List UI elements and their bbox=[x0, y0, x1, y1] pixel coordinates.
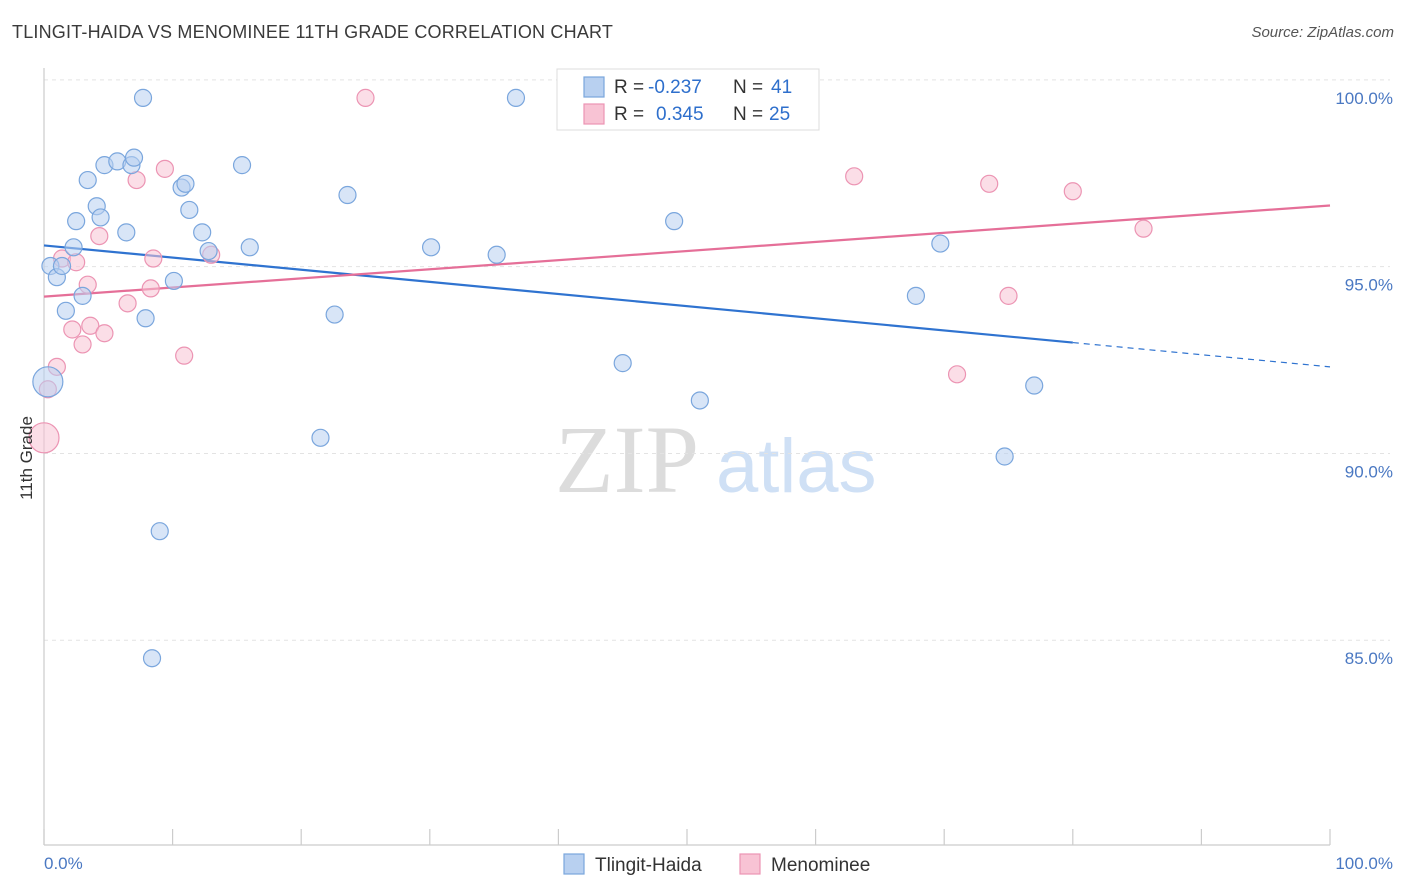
tlingit-haida-point-3 bbox=[56, 301, 75, 320]
tlingit-haida-point-34 bbox=[665, 212, 684, 231]
tlingit-haida-point-21 bbox=[176, 174, 195, 193]
tlingit-haida-point-35 bbox=[690, 391, 709, 410]
menominee-point-10 bbox=[118, 294, 137, 313]
tlingit-haida-point-31 bbox=[487, 245, 506, 264]
source-label: Source: ZipAtlas.com bbox=[1251, 24, 1394, 41]
tlingit-haida-point-36 bbox=[906, 286, 926, 305]
legend-n-label-2: N = bbox=[733, 104, 763, 125]
tlingit-haida-point-19 bbox=[164, 271, 183, 291]
legend-n-value-2: 25 bbox=[769, 104, 790, 125]
correlation-legend: R = -0.237 N = 41 R = 0.345 N = 25 bbox=[556, 68, 820, 131]
tlingit-haida-point-22 bbox=[180, 200, 199, 220]
tlingit-haida-point-28 bbox=[325, 305, 344, 324]
tlingit-haida-point-18 bbox=[150, 522, 169, 541]
y-axis-label: 11th Grade bbox=[17, 416, 36, 500]
menominee-point-7 bbox=[81, 316, 100, 335]
menominee-point-20 bbox=[980, 174, 999, 193]
tlingit-haida-point-33 bbox=[613, 354, 632, 373]
menominee-point-15 bbox=[175, 346, 194, 365]
tlingit-haida-point-24 bbox=[199, 241, 218, 261]
tlingit-haida-point-32 bbox=[506, 88, 526, 107]
tlingit-haida-point-39 bbox=[1025, 376, 1044, 395]
legend-r-value-1: -0.237 bbox=[648, 77, 702, 98]
menominee-point-12 bbox=[141, 279, 160, 298]
y-tick-label-3: 85.0% bbox=[1345, 649, 1393, 668]
menominee-point-5 bbox=[73, 335, 92, 354]
watermark-zip: ZIP bbox=[555, 406, 699, 513]
tlingit-haida-point-14 bbox=[124, 148, 144, 167]
tlingit-haida-point-29 bbox=[338, 185, 357, 205]
menominee-point-23 bbox=[1134, 219, 1153, 238]
menominee-point-19 bbox=[947, 365, 967, 384]
trend-line-1 bbox=[43, 204, 1331, 298]
tlingit-haida-point-9 bbox=[91, 208, 110, 227]
tlingit-haida-point-38 bbox=[995, 447, 1014, 466]
menominee-point-18 bbox=[845, 167, 864, 186]
tlingit-haida-point-17 bbox=[142, 649, 162, 668]
tlingit-haida-point-6 bbox=[73, 286, 92, 305]
tlingit-haida-point-7 bbox=[78, 170, 97, 190]
y-tick-label-2: 90.0% bbox=[1345, 462, 1393, 481]
y-tick-label-1: 95.0% bbox=[1345, 276, 1393, 295]
legend-label-tlingit: Tlingit-Haida bbox=[595, 855, 702, 876]
menominee-point-24 bbox=[28, 422, 60, 454]
tlingit-haida-point-25 bbox=[232, 156, 252, 175]
tick-labels: 100.0% 95.0% 90.0% 85.0% 0.0% 100.0% bbox=[44, 89, 1393, 873]
tlingit-haida-point-23 bbox=[193, 223, 212, 242]
data-points bbox=[28, 88, 1153, 668]
legend-swatch-menominee bbox=[739, 853, 761, 875]
x-tick-label-0: 0.0% bbox=[44, 854, 83, 873]
legend-r-value-2: 0.345 bbox=[656, 104, 704, 125]
menominee-point-22 bbox=[1063, 182, 1082, 201]
menominee-point-9 bbox=[95, 324, 114, 343]
tlingit-haida-point-2 bbox=[52, 256, 72, 276]
legend-r-label-2: R = bbox=[614, 104, 644, 125]
tlingit-haida-point-40 bbox=[32, 366, 64, 398]
tlingit-haida-point-27 bbox=[311, 428, 330, 447]
legend-n-label-1: N = bbox=[733, 77, 763, 98]
tlingit-haida-point-5 bbox=[67, 212, 86, 231]
chart-title: TLINGIT-HAIDA VS MENOMINEE 11TH GRADE CO… bbox=[12, 22, 614, 42]
legend-swatch-blue bbox=[583, 76, 605, 98]
menominee-point-13 bbox=[144, 249, 163, 268]
tlingit-haida-point-37 bbox=[931, 234, 950, 253]
y-tick-label-0: 100.0% bbox=[1335, 89, 1393, 108]
trend-line-ext-0 bbox=[1072, 341, 1331, 368]
series-legend: Tlingit-Haida Menominee bbox=[563, 853, 870, 876]
menominee-point-14 bbox=[155, 159, 174, 178]
menominee-point-3 bbox=[63, 320, 82, 339]
legend-swatch-tlingit bbox=[563, 853, 585, 875]
legend-r-label-1: R = bbox=[614, 77, 644, 98]
x-tick-label-1: 100.0% bbox=[1335, 854, 1393, 873]
menominee-point-8 bbox=[90, 227, 109, 246]
tlingit-haida-point-26 bbox=[240, 238, 259, 257]
menominee-point-21 bbox=[999, 286, 1018, 305]
tlingit-haida-point-30 bbox=[421, 238, 441, 257]
axes bbox=[43, 68, 1331, 846]
tlingit-haida-point-4 bbox=[64, 238, 83, 257]
tlingit-haida-point-12 bbox=[117, 223, 136, 242]
tlingit-haida-point-16 bbox=[136, 309, 155, 328]
menominee-point-17 bbox=[356, 88, 375, 107]
tlingit-haida-point-15 bbox=[133, 88, 153, 107]
legend-label-menominee: Menominee bbox=[771, 855, 870, 876]
legend-n-value-1: 41 bbox=[771, 77, 792, 98]
watermark-atlas: atlas bbox=[716, 424, 877, 509]
legend-swatch-pink bbox=[583, 103, 605, 125]
